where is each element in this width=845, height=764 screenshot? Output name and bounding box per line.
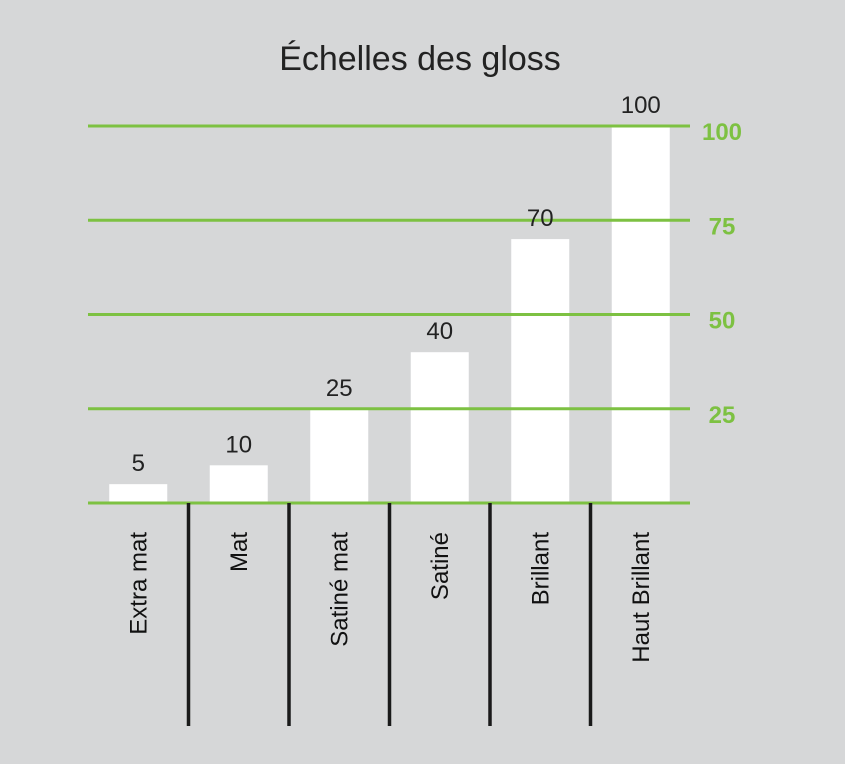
y-tick-label: 75: [709, 213, 736, 240]
value-label: 10: [225, 431, 252, 458]
category-label: Haut Brillant: [628, 532, 655, 663]
category-labels: Extra mat Mat Satiné mat Satiné Brillant Haut…: [125, 532, 655, 663]
category-label: Brillant: [527, 532, 554, 606]
bar: [109, 484, 168, 503]
bar: [310, 408, 369, 503]
value-labels: 5 10 25 40 70 100: [132, 92, 661, 477]
bar: [410, 352, 469, 503]
value-label: 70: [527, 205, 554, 232]
category-label: Satiné mat: [326, 532, 353, 647]
category-label: Satiné: [427, 532, 454, 600]
y-tick-label: 50: [709, 308, 736, 335]
category-separators: [186, 503, 593, 726]
category-label: Mat: [226, 532, 253, 572]
value-label: 5: [132, 450, 145, 477]
value-label: 100: [621, 92, 661, 119]
bar: [209, 465, 268, 503]
category-label: Extra mat: [125, 532, 152, 635]
y-tick-label: 100: [702, 119, 742, 146]
chart-title: Échelles des gloss: [279, 40, 561, 78]
bar: [511, 239, 570, 503]
y-tick-label: 25: [709, 402, 736, 429]
value-label: 40: [426, 318, 453, 345]
value-label: 25: [326, 375, 353, 402]
y-axis-ticks: 25 50 75 100: [702, 119, 742, 429]
